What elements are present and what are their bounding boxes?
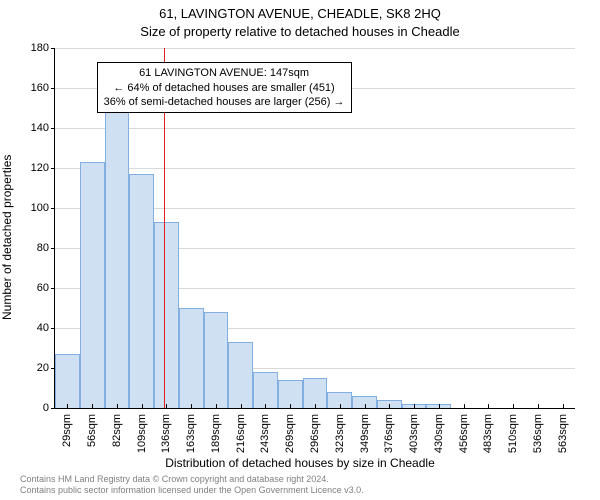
y-tick: 160 xyxy=(31,82,55,94)
y-tick: 80 xyxy=(37,242,55,254)
y-tick: 20 xyxy=(37,362,55,374)
gridline xyxy=(55,128,575,129)
info-line3: 36% of semi-detached houses are larger (… xyxy=(104,95,345,109)
plot-area: 02040608010012014016018029sqm56sqm82sqm1… xyxy=(54,48,575,409)
x-tick: 216sqm xyxy=(235,408,247,453)
bar xyxy=(228,342,253,408)
x-tick: 243sqm xyxy=(259,408,271,453)
x-tick: 189sqm xyxy=(210,408,222,453)
bar xyxy=(204,312,229,408)
gridline xyxy=(55,48,575,49)
x-tick: 376sqm xyxy=(383,408,395,453)
chart-title-sub: Size of property relative to detached ho… xyxy=(0,24,600,39)
x-tick: 29sqm xyxy=(61,408,73,447)
x-tick: 430sqm xyxy=(433,408,445,453)
chart-title-main: 61, LAVINGTON AVENUE, CHEADLE, SK8 2HQ xyxy=(0,6,600,21)
x-axis-label: Distribution of detached houses by size … xyxy=(0,456,600,470)
x-tick: 56sqm xyxy=(86,408,98,447)
y-tick: 120 xyxy=(31,162,55,174)
y-axis-label: Number of detached properties xyxy=(0,155,14,320)
bar xyxy=(179,308,204,408)
x-tick: 296sqm xyxy=(309,408,321,453)
x-tick: 510sqm xyxy=(507,408,519,453)
info-line2: ← 64% of detached houses are smaller (45… xyxy=(104,81,345,95)
x-tick: 82sqm xyxy=(111,408,123,447)
bar xyxy=(55,354,80,408)
histogram-chart: 61, LAVINGTON AVENUE, CHEADLE, SK8 2HQ S… xyxy=(0,0,600,500)
y-tick: 60 xyxy=(37,282,55,294)
y-tick: 40 xyxy=(37,322,55,334)
info-line1: 61 LAVINGTON AVENUE: 147sqm xyxy=(104,66,345,80)
x-tick: 109sqm xyxy=(136,408,148,453)
x-tick: 563sqm xyxy=(557,408,569,453)
x-tick: 349sqm xyxy=(359,408,371,453)
y-tick: 180 xyxy=(31,42,55,54)
x-tick: 456sqm xyxy=(458,408,470,453)
x-tick: 483sqm xyxy=(482,408,494,453)
info-box: 61 LAVINGTON AVENUE: 147sqm← 64% of deta… xyxy=(97,62,352,113)
y-tick: 140 xyxy=(31,122,55,134)
bar xyxy=(129,174,154,408)
bar xyxy=(253,372,278,408)
x-tick: 163sqm xyxy=(185,408,197,453)
bar xyxy=(80,162,105,408)
bar xyxy=(105,112,130,408)
y-tick: 100 xyxy=(31,202,55,214)
gridline xyxy=(55,168,575,169)
x-tick: 403sqm xyxy=(408,408,420,453)
x-tick: 269sqm xyxy=(284,408,296,453)
x-tick: 136sqm xyxy=(160,408,172,453)
x-tick: 536sqm xyxy=(532,408,544,453)
x-tick: 323sqm xyxy=(334,408,346,453)
y-tick: 0 xyxy=(43,402,55,414)
footer-line1: Contains HM Land Registry data © Crown c… xyxy=(20,474,580,485)
footer-line2: Contains public sector information licen… xyxy=(20,485,580,496)
footer-attribution: Contains HM Land Registry data © Crown c… xyxy=(20,474,580,496)
bar xyxy=(154,222,179,408)
